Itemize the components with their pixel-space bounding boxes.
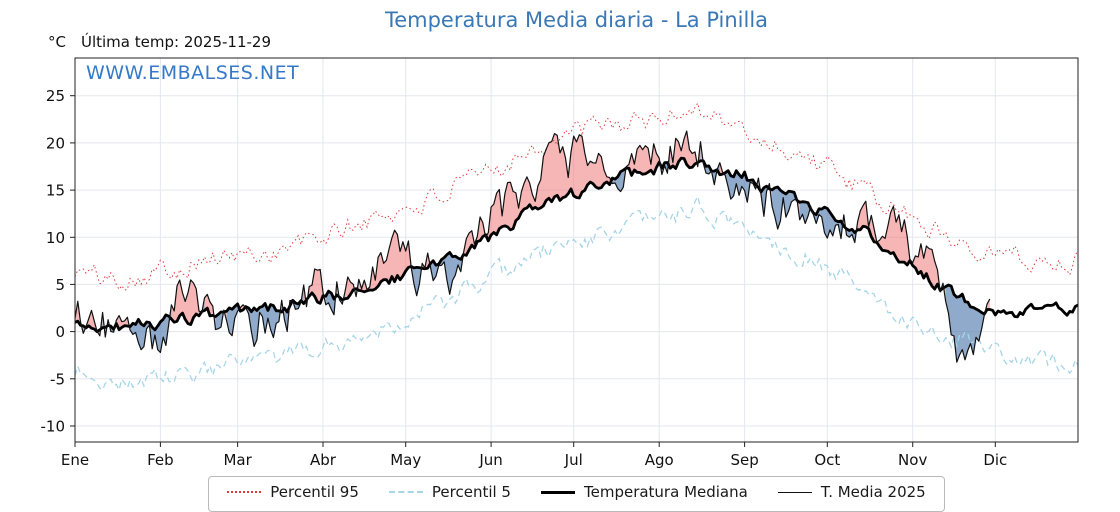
svg-text:15: 15 <box>46 182 65 200</box>
plot-border <box>74 57 1079 443</box>
series-t2025-line <box>74 130 991 363</box>
svg-text:Oct: Oct <box>814 451 840 469</box>
legend-sample-p5 <box>388 491 423 493</box>
svg-text:20: 20 <box>46 134 65 152</box>
legend-sample-p95 <box>227 491 262 493</box>
legend-item-p95: Percentil 95 <box>227 483 359 501</box>
legend-item-p5: Percentil 5 <box>388 483 511 501</box>
svg-text:Sep: Sep <box>730 451 758 469</box>
svg-text:10: 10 <box>46 229 65 247</box>
fill-areas <box>75 131 990 363</box>
legend-item-median: Temperatura Mediana <box>540 483 748 501</box>
svg-text:Nov: Nov <box>898 451 927 469</box>
svg-text:Jun: Jun <box>478 451 502 469</box>
page-title: Temperatura Media diaria - La Pinilla <box>384 8 769 32</box>
legend-item-t2025: T. Media 2025 <box>777 483 926 501</box>
svg-text:Ago: Ago <box>645 451 674 469</box>
svg-text:Abr: Abr <box>310 451 337 469</box>
axis-ticks: -10 -5 0 5 10 15 20 25 Ene Feb Mar Abr May Jun Jul Ago S… <box>41 87 1008 469</box>
svg-text:May: May <box>390 451 421 469</box>
series-median-line <box>74 156 1079 333</box>
last-temp-label: Última temp: 2025-11-29 <box>80 33 271 51</box>
svg-text:Jul: Jul <box>564 451 583 469</box>
legend-box: Percentil 95 Percentil 5 Temperatura Media… <box>208 476 945 512</box>
series-p5-line <box>74 194 1079 392</box>
svg-text:Feb: Feb <box>147 451 174 469</box>
unit-label: °C <box>48 33 66 51</box>
legend: Percentil 95 Percentil 5 Temperatura Media… <box>75 476 1078 512</box>
svg-text:25: 25 <box>46 87 65 105</box>
temperature-chart: -10 -5 0 5 10 15 20 25 Ene Feb Mar Abr May Jun Jul Ago S… <box>41 57 1079 469</box>
legend-label: Percentil 95 <box>270 483 359 501</box>
chart-header: °C Última temp: 2025-11-29 <box>48 33 271 51</box>
legend-sample-median <box>540 490 575 494</box>
svg-text:Ene: Ene <box>61 451 89 469</box>
svg-text:-10: -10 <box>41 418 66 436</box>
legend-label: Percentil 5 <box>431 483 511 501</box>
svg-text:5: 5 <box>55 276 65 294</box>
svg-text:Dic: Dic <box>983 451 1007 469</box>
svg-text:-5: -5 <box>50 370 65 388</box>
legend-label: Temperatura Mediana <box>583 483 748 501</box>
svg-text:0: 0 <box>55 323 65 341</box>
legend-sample-t2025 <box>777 491 812 493</box>
svg-text:Mar: Mar <box>223 451 252 469</box>
legend-label: T. Media 2025 <box>820 483 926 501</box>
watermark: WWW.EMBALSES.NET <box>86 62 300 84</box>
